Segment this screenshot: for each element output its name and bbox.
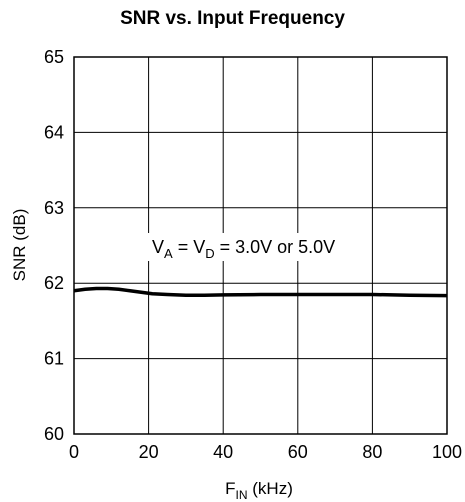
x-tick-label: 0 <box>69 442 79 462</box>
y-axis-label: SNR (dB) <box>10 209 29 282</box>
y-tick-label: 63 <box>44 198 64 218</box>
annotation-background <box>148 233 370 261</box>
snr-series-line <box>73 286 448 298</box>
x-tick-label: 40 <box>213 442 233 462</box>
x-tick-label: 80 <box>362 442 382 462</box>
x-label-sub: IN <box>236 488 248 502</box>
annot-s1: A <box>164 246 173 261</box>
x-tick-label: 100 <box>432 442 462 462</box>
y-tick-label: 62 <box>44 273 64 293</box>
annot-p3: = 3.0V or 5.0V <box>215 237 336 257</box>
plot-frame <box>73 56 448 435</box>
y-tick-label: 65 <box>44 47 64 67</box>
annot-s2: D <box>205 246 214 261</box>
x-label-main: F <box>225 479 235 498</box>
data-series <box>73 286 448 298</box>
y-tick-label: 61 <box>44 349 64 369</box>
x-axis-label: FIN (kHz) <box>225 479 293 502</box>
chart-title: SNR vs. Input Frequency <box>120 8 345 29</box>
x-tick-label: 60 <box>288 442 308 462</box>
x-tick-label: 20 <box>139 442 159 462</box>
y-tick-label: 60 <box>44 424 64 444</box>
annot-p1: V <box>152 237 164 257</box>
tick-labels: 0 20 40 60 80 100 60 61 62 63 64 65 <box>44 47 462 462</box>
annot-p2: = V <box>173 237 206 257</box>
y-tick-label: 64 <box>44 122 64 142</box>
x-label-unit: (kHz) <box>248 479 293 498</box>
condition-annotation: VA = VD = 3.0V or 5.0V <box>152 237 335 261</box>
